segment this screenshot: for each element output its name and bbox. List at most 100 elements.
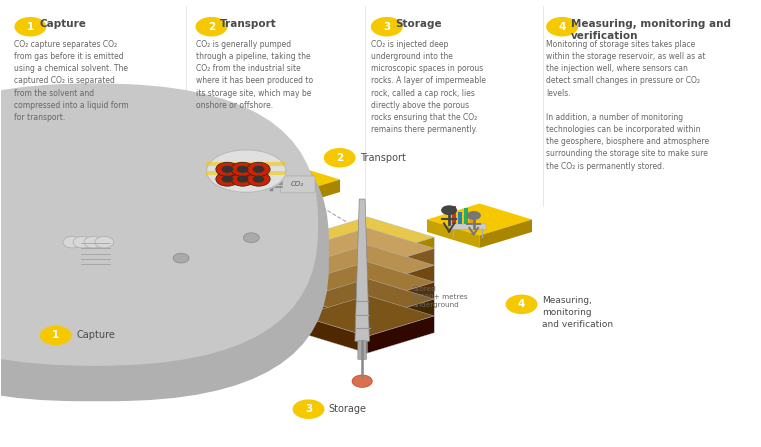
Circle shape <box>221 166 233 173</box>
Polygon shape <box>77 232 114 238</box>
Text: 2: 2 <box>336 153 343 163</box>
Text: Stored
2,000+ metres
underground: Stored 2,000+ metres underground <box>413 286 467 308</box>
Circle shape <box>253 176 264 183</box>
FancyBboxPatch shape <box>450 224 486 229</box>
Point <box>469 217 478 223</box>
Polygon shape <box>206 150 286 192</box>
Text: 4: 4 <box>517 299 525 309</box>
Point <box>343 220 352 225</box>
Text: Capture: Capture <box>39 19 86 29</box>
Polygon shape <box>368 316 435 353</box>
Text: 1: 1 <box>27 22 34 32</box>
Polygon shape <box>206 162 286 166</box>
Point <box>266 186 275 191</box>
Circle shape <box>216 162 239 177</box>
Line: 2 pts: 2 pts <box>449 224 454 232</box>
Point <box>278 182 287 187</box>
Circle shape <box>237 176 248 183</box>
Point <box>352 299 361 304</box>
Polygon shape <box>206 171 286 175</box>
Point <box>106 257 115 262</box>
Polygon shape <box>235 180 288 208</box>
Polygon shape <box>301 299 368 336</box>
Point <box>278 185 287 190</box>
Polygon shape <box>301 245 435 286</box>
Point <box>448 234 457 240</box>
Point <box>444 229 454 234</box>
Polygon shape <box>301 265 368 303</box>
Point <box>351 312 360 317</box>
Circle shape <box>352 375 372 388</box>
Polygon shape <box>113 240 170 269</box>
Circle shape <box>293 400 324 419</box>
Text: Transport: Transport <box>220 19 277 29</box>
FancyBboxPatch shape <box>452 206 457 224</box>
Text: Monitoring of storage sites takes place
within the storage reservoir, as well as: Monitoring of storage sites takes place … <box>546 40 709 171</box>
FancyBboxPatch shape <box>0 84 318 366</box>
Polygon shape <box>368 299 435 336</box>
Circle shape <box>371 17 403 37</box>
Text: CO₂ capture separates CO₂
from gas before it is emitted
using a chemical solvent: CO₂ capture separates CO₂ from gas befor… <box>14 40 129 122</box>
Point <box>278 179 287 185</box>
Point <box>364 299 373 304</box>
Text: CO₂: CO₂ <box>291 181 304 187</box>
Text: CO₂ is injected deep
underground into the
microscopic spaces in porous
rocks. A : CO₂ is injected deep underground into th… <box>371 40 486 134</box>
FancyBboxPatch shape <box>0 105 329 401</box>
Point <box>298 193 307 198</box>
Polygon shape <box>355 199 369 341</box>
Point <box>77 246 86 251</box>
Point <box>77 240 86 246</box>
Point <box>106 251 115 257</box>
Point <box>444 229 454 234</box>
Point <box>473 225 482 231</box>
Circle shape <box>173 253 189 263</box>
Point <box>476 221 485 226</box>
Point <box>77 257 86 262</box>
Polygon shape <box>301 249 368 286</box>
Circle shape <box>237 166 248 173</box>
Point <box>358 338 367 344</box>
Point <box>358 374 367 380</box>
Point <box>350 325 359 331</box>
Point <box>365 325 374 331</box>
Circle shape <box>247 162 270 177</box>
FancyBboxPatch shape <box>463 208 468 224</box>
Text: CO₂ is generally pumped
through a pipeline, taking the
CO₂ from the industrial s: CO₂ is generally pumped through a pipeli… <box>196 40 313 110</box>
Point <box>106 246 115 251</box>
Circle shape <box>441 205 457 215</box>
Polygon shape <box>368 249 435 286</box>
Point <box>478 234 487 240</box>
Line: 2 pts: 2 pts <box>444 224 449 232</box>
FancyBboxPatch shape <box>280 176 315 193</box>
Point <box>450 221 459 226</box>
Text: 3: 3 <box>383 22 390 32</box>
Circle shape <box>323 148 355 168</box>
FancyBboxPatch shape <box>458 212 462 224</box>
Circle shape <box>95 236 113 248</box>
Polygon shape <box>427 203 532 236</box>
Point <box>266 185 275 190</box>
FancyBboxPatch shape <box>470 216 473 224</box>
Circle shape <box>231 172 254 186</box>
Line: 2 pts: 2 pts <box>470 228 473 234</box>
Point <box>448 226 457 232</box>
Point <box>106 261 115 267</box>
Text: Measuring,
monitoring
and verification: Measuring, monitoring and verification <box>542 296 613 329</box>
Polygon shape <box>301 282 368 320</box>
Point <box>465 225 474 231</box>
Text: Storage: Storage <box>329 404 367 414</box>
Text: Transport: Transport <box>360 153 406 163</box>
Circle shape <box>14 17 46 37</box>
Polygon shape <box>301 278 435 320</box>
Polygon shape <box>58 240 113 269</box>
Polygon shape <box>288 180 340 208</box>
Polygon shape <box>235 164 340 195</box>
Text: 3: 3 <box>305 404 312 414</box>
Polygon shape <box>301 295 435 336</box>
Line: 2 pts: 2 pts <box>302 195 348 223</box>
Point <box>77 251 86 257</box>
Point <box>444 221 454 226</box>
Point <box>478 226 487 232</box>
Point <box>266 177 275 183</box>
Point <box>452 216 461 222</box>
